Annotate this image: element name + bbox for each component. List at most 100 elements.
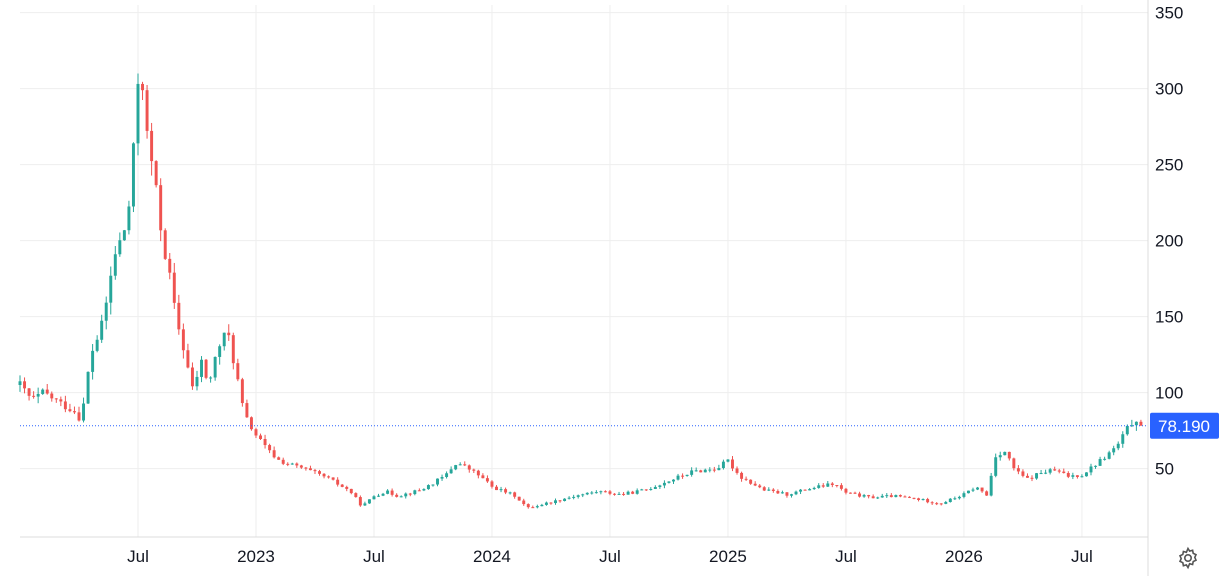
candle-down[interactable]: [830, 482, 834, 488]
candle-up[interactable]: [653, 485, 657, 490]
candle-down[interactable]: [322, 473, 326, 479]
candle-up[interactable]: [672, 479, 675, 484]
candle-up[interactable]: [104, 296, 108, 330]
candle-up[interactable]: [413, 489, 417, 496]
candle-up[interactable]: [127, 200, 131, 235]
candle-down[interactable]: [771, 488, 775, 493]
candle-up[interactable]: [1071, 472, 1075, 480]
candle-up[interactable]: [1089, 463, 1093, 476]
candle-down[interactable]: [72, 406, 76, 415]
candle-down[interactable]: [345, 485, 349, 492]
candle-down[interactable]: [744, 476, 748, 482]
candles[interactable]: [18, 73, 1143, 509]
candle-up[interactable]: [962, 491, 966, 499]
candle-down[interactable]: [295, 462, 299, 468]
candle-down[interactable]: [172, 262, 176, 309]
candle-down[interactable]: [358, 495, 362, 507]
candle-up[interactable]: [944, 500, 948, 505]
candle-down[interactable]: [912, 497, 916, 500]
candle-down[interactable]: [785, 492, 789, 498]
candle-up[interactable]: [1125, 424, 1129, 436]
candle-down[interactable]: [531, 505, 535, 509]
candle-down[interactable]: [245, 399, 249, 418]
candle-down[interactable]: [871, 494, 875, 499]
candle-down[interactable]: [27, 387, 31, 401]
candle-down[interactable]: [1066, 471, 1070, 479]
candle-up[interactable]: [213, 356, 217, 381]
candle-up[interactable]: [508, 491, 512, 495]
candle-down[interactable]: [939, 503, 943, 506]
candle-down[interactable]: [308, 465, 312, 471]
candle-down[interactable]: [504, 487, 508, 495]
candle-down[interactable]: [268, 443, 272, 454]
candle-down[interactable]: [1057, 468, 1061, 474]
candle-up[interactable]: [721, 459, 725, 470]
candle-down[interactable]: [318, 469, 321, 476]
candle-down[interactable]: [1139, 419, 1143, 426]
candle-up[interactable]: [976, 486, 980, 491]
candle-down[interactable]: [740, 471, 744, 482]
candle-down[interactable]: [867, 494, 871, 499]
candle-down[interactable]: [177, 294, 181, 335]
candle-down[interactable]: [68, 403, 72, 413]
candle-up[interactable]: [1039, 469, 1043, 475]
candle-down[interactable]: [168, 252, 172, 280]
candle-down[interactable]: [758, 484, 762, 489]
candle-up[interactable]: [957, 495, 961, 500]
candle-down[interactable]: [853, 491, 857, 494]
candle-up[interactable]: [1048, 467, 1052, 475]
candle-down[interactable]: [313, 468, 317, 475]
candle-down[interactable]: [231, 332, 235, 370]
candle-down[interactable]: [63, 395, 67, 413]
candle-down[interactable]: [476, 469, 480, 479]
candle-up[interactable]: [676, 473, 680, 481]
candle-down[interactable]: [622, 492, 626, 496]
candle-up[interactable]: [1094, 465, 1098, 469]
candle-up[interactable]: [599, 490, 603, 495]
candle-up[interactable]: [86, 371, 90, 405]
candle-up[interactable]: [209, 376, 213, 383]
candle-down[interactable]: [631, 490, 635, 495]
candle-down[interactable]: [463, 461, 467, 467]
candle-up[interactable]: [812, 486, 816, 490]
candle-down[interactable]: [481, 473, 485, 479]
candle-down[interactable]: [45, 384, 49, 395]
candle-down[interactable]: [204, 358, 208, 380]
candle-up[interactable]: [195, 370, 199, 391]
candle-down[interactable]: [240, 377, 244, 407]
candle-down[interactable]: [59, 396, 63, 407]
candle-down[interactable]: [1016, 465, 1020, 475]
candle-down[interactable]: [608, 490, 612, 496]
candle-down[interactable]: [340, 483, 344, 488]
candle-down[interactable]: [417, 488, 421, 492]
candle-down[interactable]: [154, 160, 158, 188]
candle-down[interactable]: [299, 464, 303, 469]
candle-up[interactable]: [694, 467, 698, 472]
candle-up[interactable]: [567, 496, 571, 500]
candle-up[interactable]: [581, 493, 585, 498]
candle-up[interactable]: [617, 491, 621, 495]
candle-up[interactable]: [635, 488, 639, 495]
candle-down[interactable]: [272, 446, 276, 459]
candle-down[interactable]: [926, 497, 930, 504]
candle-up[interactable]: [1084, 472, 1088, 477]
candle-up[interactable]: [790, 493, 793, 498]
candle-down[interactable]: [145, 84, 149, 139]
candle-up[interactable]: [431, 484, 435, 487]
candle-up[interactable]: [91, 344, 95, 380]
candle-up[interactable]: [499, 486, 503, 493]
candle-down[interactable]: [259, 433, 262, 440]
candle-up[interactable]: [440, 474, 444, 481]
candle-down[interactable]: [331, 477, 335, 481]
candle-up[interactable]: [572, 494, 576, 500]
candle-down[interactable]: [844, 487, 848, 495]
candle-down[interactable]: [839, 483, 843, 491]
candle-down[interactable]: [1007, 451, 1011, 461]
candle-up[interactable]: [817, 483, 821, 489]
candle-down[interactable]: [908, 496, 911, 499]
candle-up[interactable]: [862, 493, 866, 498]
candle-down[interactable]: [32, 391, 36, 399]
candle-up[interactable]: [367, 499, 371, 504]
candle-up[interactable]: [95, 335, 99, 353]
candle-down[interactable]: [985, 490, 989, 496]
